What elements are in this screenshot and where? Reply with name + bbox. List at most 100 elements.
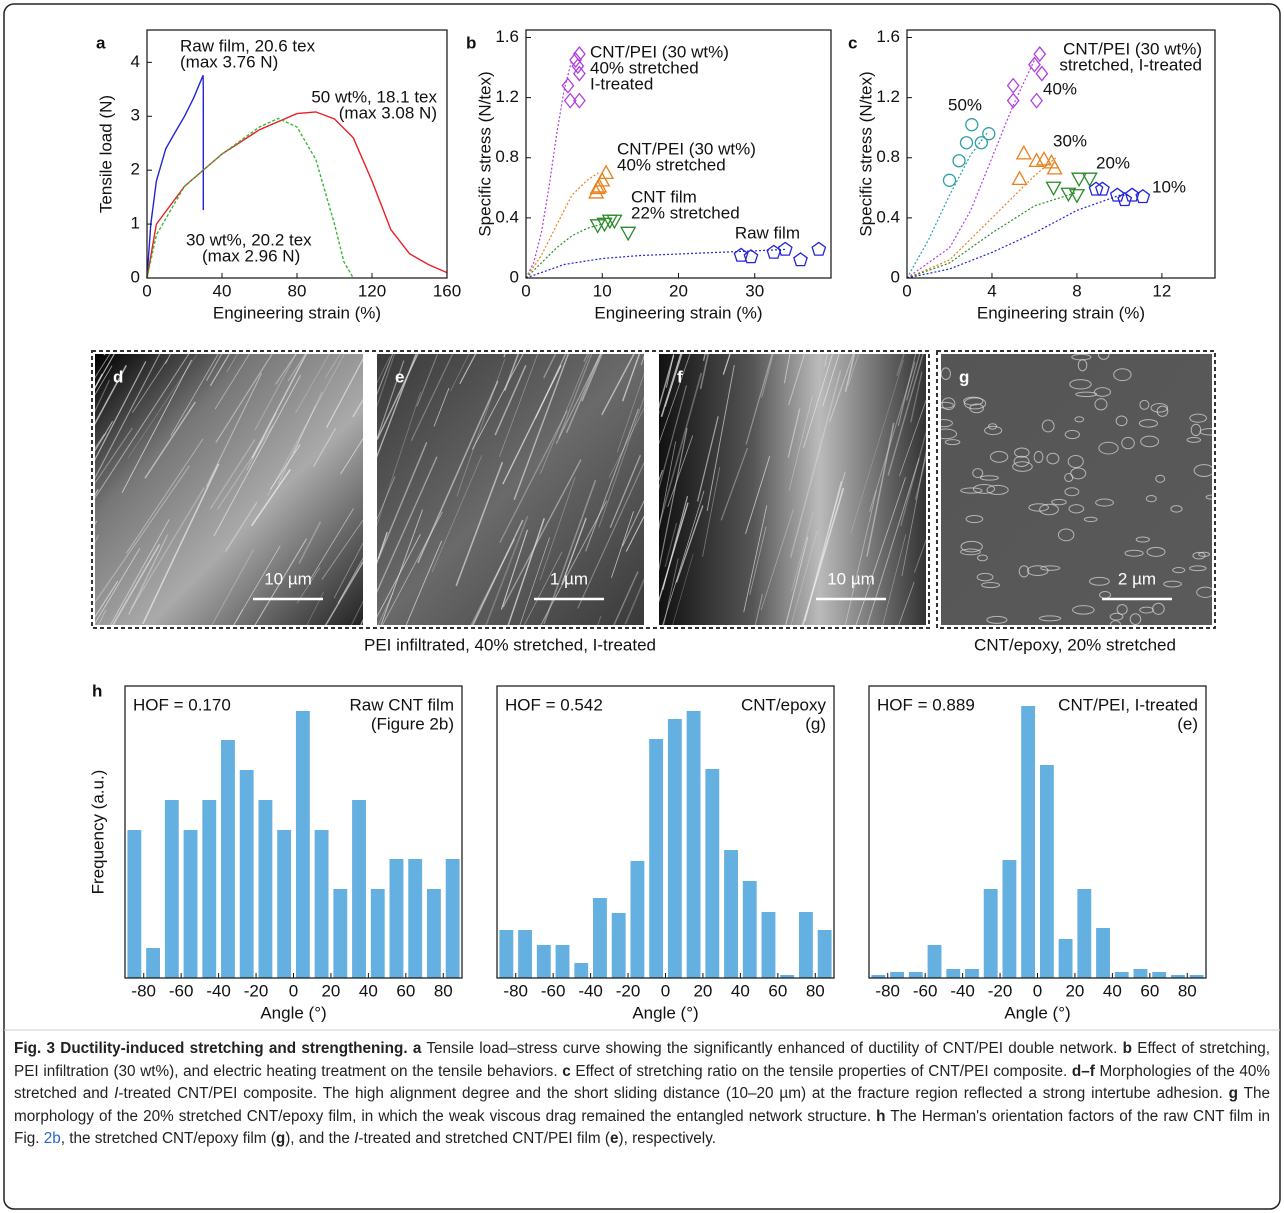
marker xyxy=(959,136,974,150)
texture-cell xyxy=(1051,498,1067,506)
texture-fiber xyxy=(254,538,308,625)
texture-fiber xyxy=(899,399,926,476)
bar xyxy=(686,711,701,978)
series-label: 40% xyxy=(1043,79,1077,98)
y-axis-label: Tensile load (N) xyxy=(96,95,115,213)
texture-cell xyxy=(1089,576,1110,586)
outer-border xyxy=(3,3,1281,1210)
marker xyxy=(1030,92,1044,109)
x-tick-label: 12 xyxy=(1152,281,1171,300)
y-tick-label: 1.6 xyxy=(495,27,519,46)
texture xyxy=(377,354,644,625)
plot-frame xyxy=(496,685,835,979)
texture-cell xyxy=(1093,387,1111,397)
texture-fiber xyxy=(233,545,281,625)
x-tick-label: -80 xyxy=(131,981,156,1000)
texture-fiber xyxy=(333,542,363,599)
texture-fiber xyxy=(170,354,219,436)
texture-fiber xyxy=(470,538,516,625)
image-caption: CNT/epoxy, 20% stretched xyxy=(974,635,1176,654)
texture-fiber xyxy=(790,530,818,625)
marker xyxy=(1135,189,1151,204)
texture-fiber xyxy=(866,422,895,557)
bar xyxy=(1039,765,1054,978)
bar xyxy=(983,889,998,978)
caption-text: e xyxy=(609,1130,619,1147)
bar xyxy=(164,800,179,978)
texture-fiber xyxy=(502,459,582,608)
texture-fiber xyxy=(95,365,113,396)
caption-text: c xyxy=(557,1062,571,1080)
texture-cell xyxy=(1046,452,1060,465)
texture-fiber xyxy=(499,354,539,458)
bar xyxy=(1189,975,1204,978)
scale-bar-label: 1 µm xyxy=(550,569,588,588)
texture-fiber xyxy=(226,354,238,373)
series-label: 40% stretched xyxy=(590,58,699,77)
bar xyxy=(239,770,254,978)
texture-fiber xyxy=(519,536,550,625)
texture-fiber xyxy=(298,521,322,564)
marker xyxy=(777,241,793,256)
bar xyxy=(127,830,142,978)
texture-cell xyxy=(1172,567,1186,574)
y-tick-label: 3 xyxy=(131,106,140,125)
texture-fiber xyxy=(340,437,363,475)
bar xyxy=(1096,928,1110,978)
texture-cell xyxy=(984,425,1003,436)
series-label: 22% stretched xyxy=(631,203,740,222)
texture-fiber xyxy=(287,354,307,382)
texture-fiber xyxy=(410,354,454,442)
texture-fiber xyxy=(705,354,708,355)
bar xyxy=(667,719,682,978)
texture-fiber xyxy=(324,560,363,625)
x-tick-label: 40 xyxy=(731,981,750,1000)
texture-fiber xyxy=(621,354,641,402)
texture-fiber xyxy=(251,469,291,527)
texture-fiber xyxy=(433,387,450,427)
texture-cell xyxy=(1196,586,1212,598)
texture-cell xyxy=(1028,503,1049,512)
texture-fiber xyxy=(523,551,563,625)
texture-fiber xyxy=(377,360,405,441)
texture-cell xyxy=(1064,487,1080,497)
x-axis-label: Engineering strain (%) xyxy=(213,303,381,322)
texture-cell xyxy=(1152,602,1165,615)
texture-fiber xyxy=(142,463,220,625)
texture-cell xyxy=(1146,546,1166,557)
texture-fiber xyxy=(377,476,396,520)
caption-text: -treated and stretched CNT/PEI film ( xyxy=(358,1130,610,1147)
texture-fiber xyxy=(659,354,675,410)
texture-cell xyxy=(1115,415,1128,427)
bar xyxy=(536,945,551,978)
texture-cell xyxy=(1150,402,1169,413)
texture-fiber xyxy=(352,398,363,418)
texture-cell xyxy=(941,367,951,381)
x-tick-label: 0 xyxy=(142,281,151,300)
texture-fiber xyxy=(459,354,477,385)
texture-cell xyxy=(1135,536,1150,543)
bar xyxy=(965,969,979,978)
plot-frame xyxy=(906,29,1216,279)
texture-fiber xyxy=(95,379,111,413)
x-tick-label: -80 xyxy=(503,981,528,1000)
x-axis-label: Angle (°) xyxy=(632,1003,698,1022)
texture-fiber xyxy=(499,410,568,543)
texture-cell xyxy=(1033,450,1044,464)
caption-text[interactable]: 2b xyxy=(43,1130,61,1147)
texture-cell xyxy=(972,484,996,494)
bar xyxy=(333,889,348,978)
marker xyxy=(561,77,575,94)
texture-cell xyxy=(1198,551,1210,557)
x-tick-label: 30 xyxy=(745,281,764,300)
texture-fiber xyxy=(803,354,833,448)
texture-fiber xyxy=(95,465,190,604)
texture xyxy=(95,354,363,625)
texture-cell xyxy=(979,475,999,481)
texture-fiber xyxy=(659,427,688,572)
micrograph xyxy=(95,354,363,625)
texture-fiber xyxy=(95,580,119,618)
texture-fiber xyxy=(325,354,341,378)
texture-cell xyxy=(1156,405,1169,417)
micrograph xyxy=(941,354,1212,625)
